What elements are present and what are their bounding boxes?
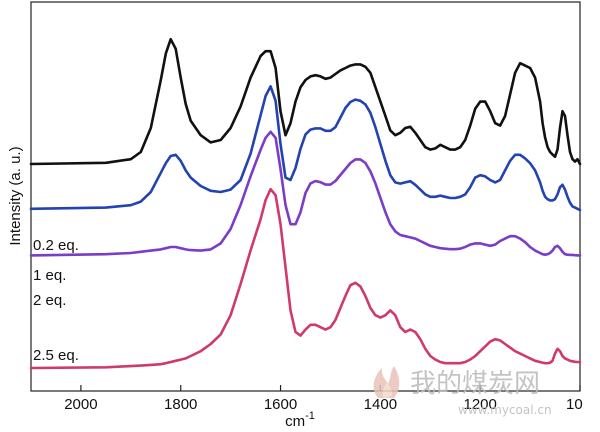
x-tick-label: 1200 [463, 396, 496, 413]
series-label-3: 2 eq. [33, 292, 66, 309]
plot-frame [30, 1, 581, 392]
watermark-text: 我的煤炭网 [410, 369, 540, 399]
series-line-4 [29, 187, 582, 370]
x-axis-unit-exponent: -1 [305, 410, 315, 422]
x-tick-label: 2000 [64, 396, 97, 413]
series-line-1 [29, 37, 582, 166]
x-tick-label: 1400 [364, 396, 397, 413]
watermark-url: www.mycoal.cn [458, 403, 552, 417]
series-labels: 0.2 eq. 1 eq. 2 eq. 2.5 eq. [33, 237, 79, 364]
series-line-2 [29, 85, 582, 212]
x-tick-label: 1800 [164, 396, 197, 413]
y-axis-title: Intensity (a. u.) [7, 146, 24, 245]
series-layer [29, 37, 582, 370]
x-tick-label: 1600 [264, 396, 297, 413]
watermark: 我的煤炭网 www.mycoal.cn [373, 366, 552, 417]
series-line-3 [29, 130, 582, 257]
x-axis-title: cm-1 [285, 410, 315, 430]
series-label-4: 2.5 eq. [33, 347, 79, 364]
x-axis-unit: cm [285, 413, 305, 430]
flame-logo-icon [373, 366, 400, 398]
x-tick-label: 10 [566, 396, 583, 413]
series-label-1: 0.2 eq. [33, 237, 79, 254]
x-axis-ticks: 2000 1800 1600 1400 1200 10 [64, 385, 583, 413]
series-label-2: 1 eq. [33, 267, 66, 284]
